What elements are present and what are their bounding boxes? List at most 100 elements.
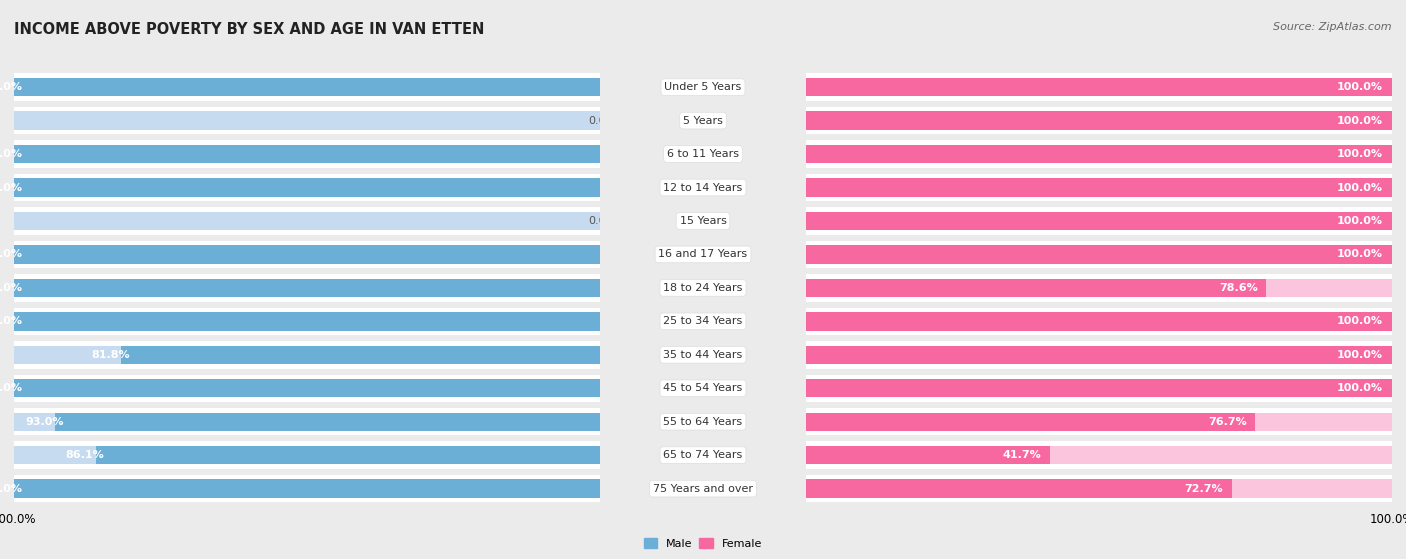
Bar (14, 413, 600, 431)
Text: 100.0%: 100.0% (1337, 316, 1384, 326)
Bar (806, 212, 1392, 230)
Bar (806, 345, 1392, 364)
Bar (806, 140, 1392, 168)
Text: 100.0%: 100.0% (1337, 82, 1384, 92)
Bar (806, 212, 1392, 230)
Text: 0.0%: 0.0% (589, 116, 617, 126)
Bar (806, 345, 1392, 364)
Bar (55, 413, 600, 431)
Bar (14, 475, 600, 503)
Bar (14, 279, 600, 297)
Bar (806, 379, 1392, 397)
Bar (806, 446, 1392, 465)
Text: 100.0%: 100.0% (0, 484, 22, 494)
Text: 93.0%: 93.0% (25, 416, 63, 427)
Bar (14, 379, 600, 397)
Bar (14, 408, 600, 435)
Bar (806, 413, 1256, 431)
Text: 12 to 14 Years: 12 to 14 Years (664, 183, 742, 192)
Bar (14, 341, 600, 368)
Text: 25 to 34 Years: 25 to 34 Years (664, 316, 742, 326)
Text: 100.0%: 100.0% (0, 316, 22, 326)
Legend: Male, Female: Male, Female (640, 534, 766, 553)
Bar (14, 207, 600, 235)
Bar (806, 111, 1392, 130)
Bar (14, 178, 600, 197)
Bar (14, 375, 600, 402)
Text: 86.1%: 86.1% (66, 450, 104, 460)
Text: 45 to 54 Years: 45 to 54 Years (664, 383, 742, 393)
Bar (806, 480, 1392, 498)
Bar (14, 140, 600, 168)
Text: 65 to 74 Years: 65 to 74 Years (664, 450, 742, 460)
Bar (806, 145, 1392, 163)
Bar (806, 78, 1392, 96)
Text: 100.0%: 100.0% (1337, 149, 1384, 159)
Bar (806, 341, 1392, 368)
Text: 76.7%: 76.7% (1208, 416, 1247, 427)
Bar (14, 345, 600, 364)
Text: 81.8%: 81.8% (91, 350, 129, 360)
Text: 100.0%: 100.0% (0, 249, 22, 259)
Bar (14, 73, 600, 101)
Bar (14, 107, 600, 134)
Text: Under 5 Years: Under 5 Years (665, 82, 741, 92)
Bar (806, 413, 1392, 431)
Text: 15 Years: 15 Years (679, 216, 727, 226)
Text: INCOME ABOVE POVERTY BY SEX AND AGE IN VAN ETTEN: INCOME ABOVE POVERTY BY SEX AND AGE IN V… (14, 22, 485, 37)
Bar (14, 174, 600, 201)
Bar (14, 78, 600, 96)
Bar (14, 274, 600, 302)
Bar (806, 379, 1392, 397)
Bar (806, 408, 1392, 435)
Bar (14, 212, 600, 230)
Bar (14, 145, 600, 163)
Text: 78.6%: 78.6% (1219, 283, 1258, 293)
Text: 55 to 64 Years: 55 to 64 Years (664, 416, 742, 427)
Bar (806, 312, 1392, 330)
Text: 100.0%: 100.0% (1337, 183, 1384, 192)
Text: 100.0%: 100.0% (1337, 249, 1384, 259)
Text: 100.0%: 100.0% (0, 149, 22, 159)
Bar (806, 279, 1267, 297)
Bar (96, 446, 600, 465)
Bar (806, 145, 1392, 163)
Bar (14, 312, 600, 330)
Bar (806, 73, 1392, 101)
Bar (14, 307, 600, 335)
Bar (806, 178, 1392, 197)
Text: 0.0%: 0.0% (589, 216, 617, 226)
Bar (806, 111, 1392, 130)
Bar (806, 307, 1392, 335)
Bar (806, 245, 1392, 264)
Bar (121, 345, 600, 364)
Bar (14, 245, 600, 264)
Text: 100.0%: 100.0% (0, 383, 22, 393)
Bar (14, 442, 600, 469)
Text: 75 Years and over: 75 Years and over (652, 484, 754, 494)
Text: 6 to 11 Years: 6 to 11 Years (666, 149, 740, 159)
Bar (14, 78, 600, 96)
Bar (14, 245, 600, 264)
Bar (14, 379, 600, 397)
Bar (14, 178, 600, 197)
Text: Source: ZipAtlas.com: Source: ZipAtlas.com (1274, 22, 1392, 32)
Text: 100.0%: 100.0% (1337, 216, 1384, 226)
Text: 16 and 17 Years: 16 and 17 Years (658, 249, 748, 259)
Bar (806, 241, 1392, 268)
Bar (806, 207, 1392, 235)
Text: 18 to 24 Years: 18 to 24 Years (664, 283, 742, 293)
Bar (14, 279, 600, 297)
Bar (14, 145, 600, 163)
Bar (806, 174, 1392, 201)
Bar (806, 279, 1392, 297)
Bar (806, 475, 1392, 503)
Bar (14, 480, 600, 498)
Text: 100.0%: 100.0% (0, 183, 22, 192)
Bar (806, 312, 1392, 330)
Bar (806, 446, 1050, 465)
Bar (806, 480, 1232, 498)
Bar (14, 312, 600, 330)
Bar (14, 480, 600, 498)
Bar (14, 111, 600, 130)
